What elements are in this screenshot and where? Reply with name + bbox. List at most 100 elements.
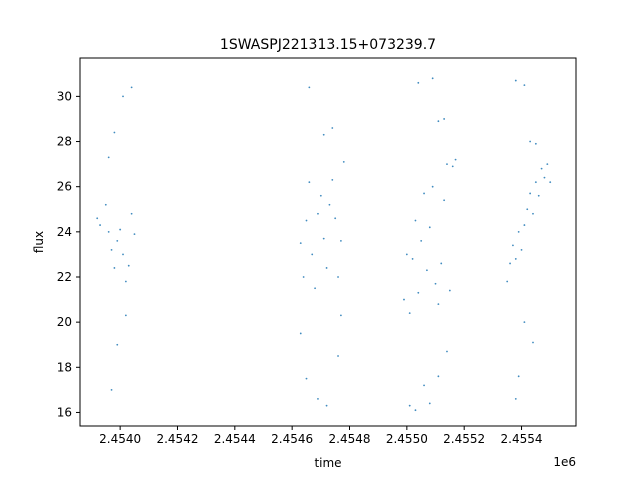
plot-frame — [79, 57, 577, 427]
data-point — [431, 185, 434, 188]
data-point — [319, 194, 322, 197]
data-point — [534, 181, 537, 184]
data-point — [325, 267, 328, 269]
data-point — [340, 239, 342, 242]
data-point — [523, 84, 526, 86]
y-tick-label: 22 — [57, 270, 72, 284]
data-point — [122, 253, 124, 256]
data-point — [529, 192, 532, 195]
x-tick-label: 2.4540 — [99, 432, 141, 446]
y-tick-label: 30 — [57, 89, 72, 103]
data-point — [104, 203, 107, 206]
data-point — [110, 388, 113, 391]
data-point — [537, 194, 540, 197]
data-point — [331, 127, 334, 129]
x-axis-ticks: 2.4540 2.4542 2.4544 2.4546 2.4548 2.4550 2.45… — [99, 426, 543, 446]
data-point — [113, 131, 116, 134]
y-tick-label: 16 — [57, 405, 72, 419]
data-point — [440, 262, 443, 265]
data-point — [431, 77, 434, 80]
data-point — [426, 269, 428, 272]
data-point — [523, 224, 526, 226]
data-point — [454, 158, 457, 161]
data-point — [448, 289, 451, 292]
data-point — [127, 264, 130, 267]
data-point — [514, 79, 517, 82]
data-point — [549, 181, 552, 184]
data-point — [532, 341, 534, 344]
data-point — [96, 217, 99, 220]
data-point — [437, 375, 440, 378]
data-point — [540, 167, 543, 170]
data-point — [417, 291, 420, 294]
x-tick-label: 2.4550 — [386, 432, 428, 446]
data-point — [311, 253, 314, 256]
data-point — [299, 242, 302, 245]
data-point — [122, 95, 124, 98]
data-point — [529, 140, 532, 143]
y-tick-label: 20 — [57, 315, 72, 329]
data-point — [414, 409, 417, 412]
data-point — [423, 384, 425, 387]
data-point — [124, 314, 127, 317]
data-point — [334, 217, 337, 220]
data-point — [340, 314, 342, 317]
data-point — [534, 142, 537, 145]
data-point — [124, 280, 127, 283]
data-point — [520, 249, 523, 251]
scatter-points — [96, 77, 552, 412]
data-point — [113, 267, 116, 269]
data-point — [99, 224, 101, 226]
data-point — [130, 212, 133, 215]
data-point — [305, 377, 308, 380]
y-tick-label: 18 — [57, 360, 72, 374]
data-point — [133, 233, 136, 236]
y-axis-label: flux — [32, 231, 46, 253]
data-point — [328, 203, 331, 206]
x-tick-label: 2.4544 — [214, 432, 256, 446]
data-point — [446, 350, 448, 353]
data-point — [317, 212, 319, 215]
data-point — [517, 230, 520, 233]
data-point — [451, 165, 454, 168]
data-point — [322, 237, 325, 240]
data-point — [403, 298, 405, 301]
x-tick-label: 2.4552 — [443, 432, 485, 446]
data-point — [514, 258, 517, 260]
data-point — [107, 156, 110, 159]
data-point — [411, 258, 414, 260]
x-tick-label: 2.4548 — [329, 432, 371, 446]
data-point — [414, 219, 417, 222]
data-point — [420, 239, 423, 242]
data-point — [517, 375, 520, 378]
x-tick-label: 2.4546 — [271, 432, 313, 446]
data-point — [110, 249, 113, 251]
data-point — [443, 118, 446, 120]
data-point — [308, 86, 311, 89]
data-point — [408, 312, 411, 315]
data-point — [437, 303, 440, 305]
y-tick-label: 26 — [57, 180, 72, 194]
x-tick-label: 2.4554 — [501, 432, 543, 446]
data-point — [405, 253, 408, 256]
data-point — [428, 226, 431, 229]
x-axis-offset-label: 1e6 — [553, 455, 576, 469]
data-point — [506, 280, 509, 283]
data-point — [423, 192, 425, 195]
data-point — [437, 120, 440, 123]
data-point — [526, 208, 529, 211]
data-point — [512, 244, 514, 247]
data-point — [325, 404, 328, 407]
y-tick-label: 28 — [57, 135, 72, 149]
data-point — [302, 276, 305, 278]
data-point — [543, 176, 546, 179]
data-point — [337, 276, 339, 278]
data-point — [408, 404, 411, 407]
data-point — [342, 160, 345, 163]
data-point — [119, 228, 122, 231]
data-point — [314, 287, 316, 290]
data-point — [107, 230, 110, 233]
data-point — [434, 282, 437, 285]
data-point — [308, 181, 311, 184]
